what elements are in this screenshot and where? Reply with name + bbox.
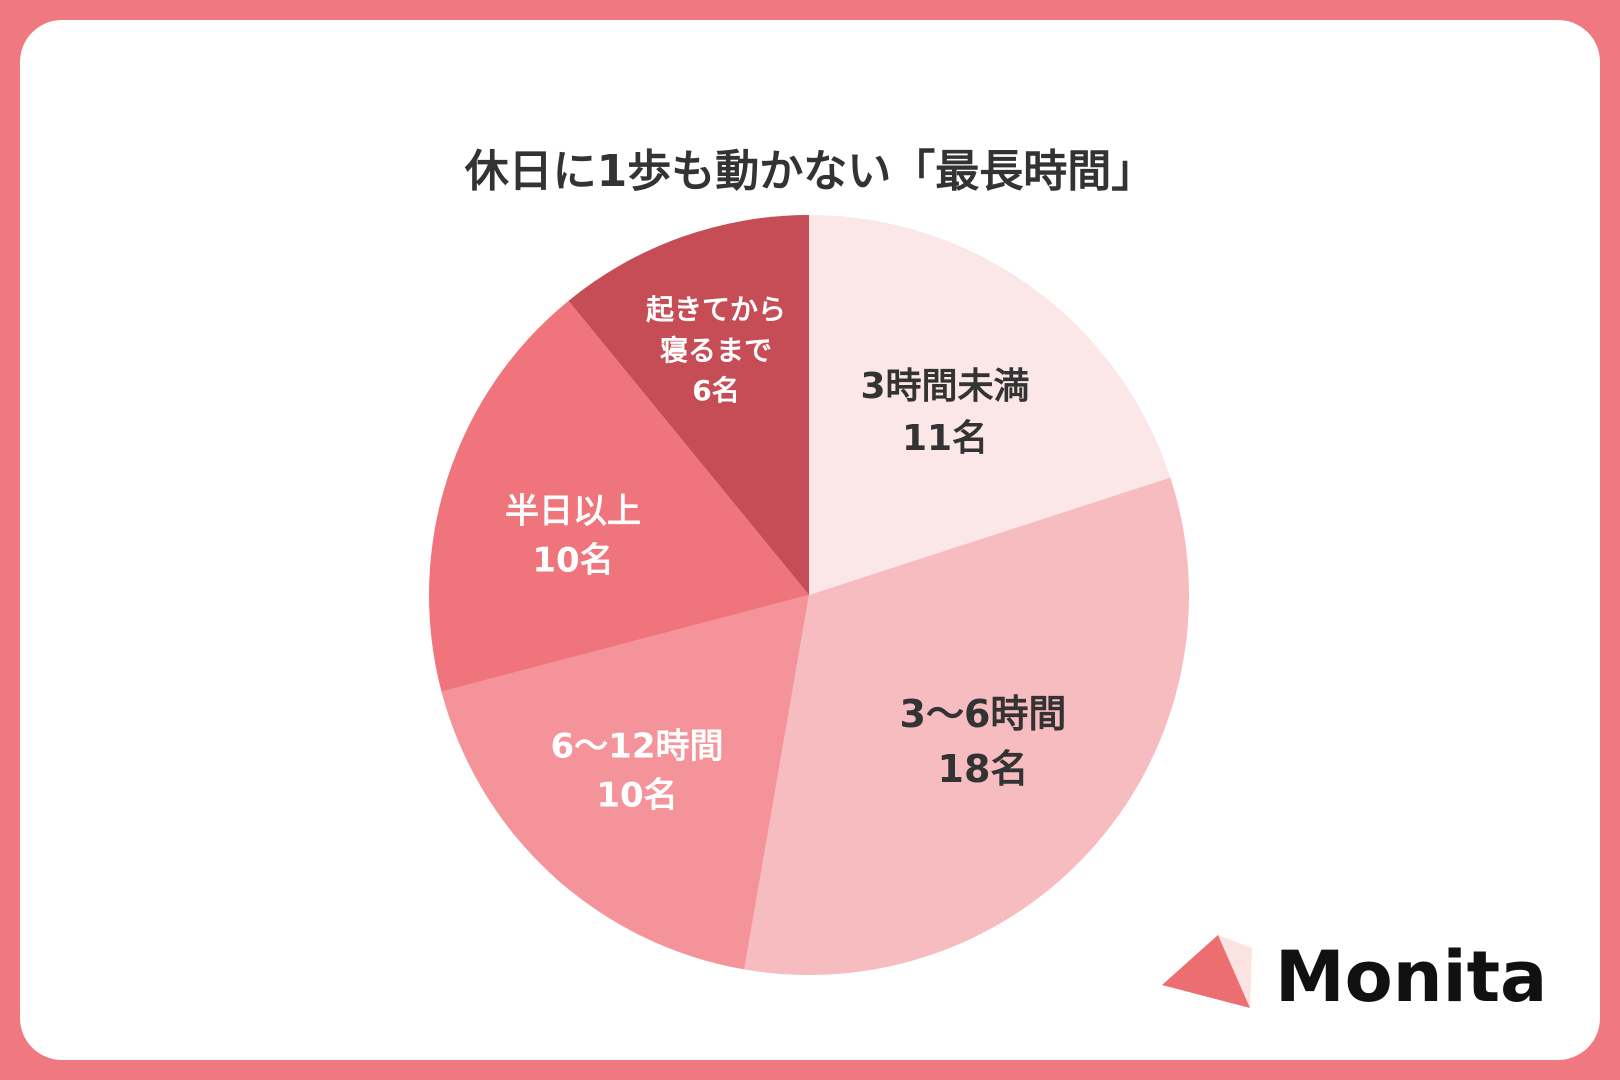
value-label: 18名 [937, 747, 1029, 791]
slice [428, 300, 809, 692]
slice [441, 595, 809, 970]
logo-text: Monita [1275, 936, 1547, 1018]
category-label: 3〜6時間 [899, 691, 1067, 736]
value-label: 10名 [596, 776, 678, 816]
logo-mark [1162, 935, 1252, 1008]
category-label: 6〜12時間 [550, 726, 724, 767]
value-label: 11名 [901, 418, 989, 459]
category-label: 起きてから寝るまで [645, 293, 786, 367]
slice-label: 3〜6時間 18名 [900, 687, 1067, 797]
logo-triangle [1218, 935, 1252, 1008]
value-label: 10名 [532, 541, 614, 581]
value-label: 6名 [692, 374, 740, 408]
logo-triangle [1162, 935, 1250, 1008]
slice-label: 起きてから寝るまで 6名 [641, 290, 791, 412]
slice [568, 215, 809, 595]
slice-label: 半日以上 10名 [505, 488, 641, 587]
slice [744, 477, 1189, 975]
category-label: 3時間未満 [860, 365, 1030, 407]
slice-label: 3時間未満 11名 [860, 361, 1029, 465]
slice [809, 215, 1171, 595]
slice-label: 6〜12時間 10名 [551, 723, 724, 822]
category-label: 半日以上 [505, 491, 641, 532]
pie [428, 215, 1189, 975]
chart-title: 休日に1歩も動かない「最長時間」 [464, 146, 1156, 197]
